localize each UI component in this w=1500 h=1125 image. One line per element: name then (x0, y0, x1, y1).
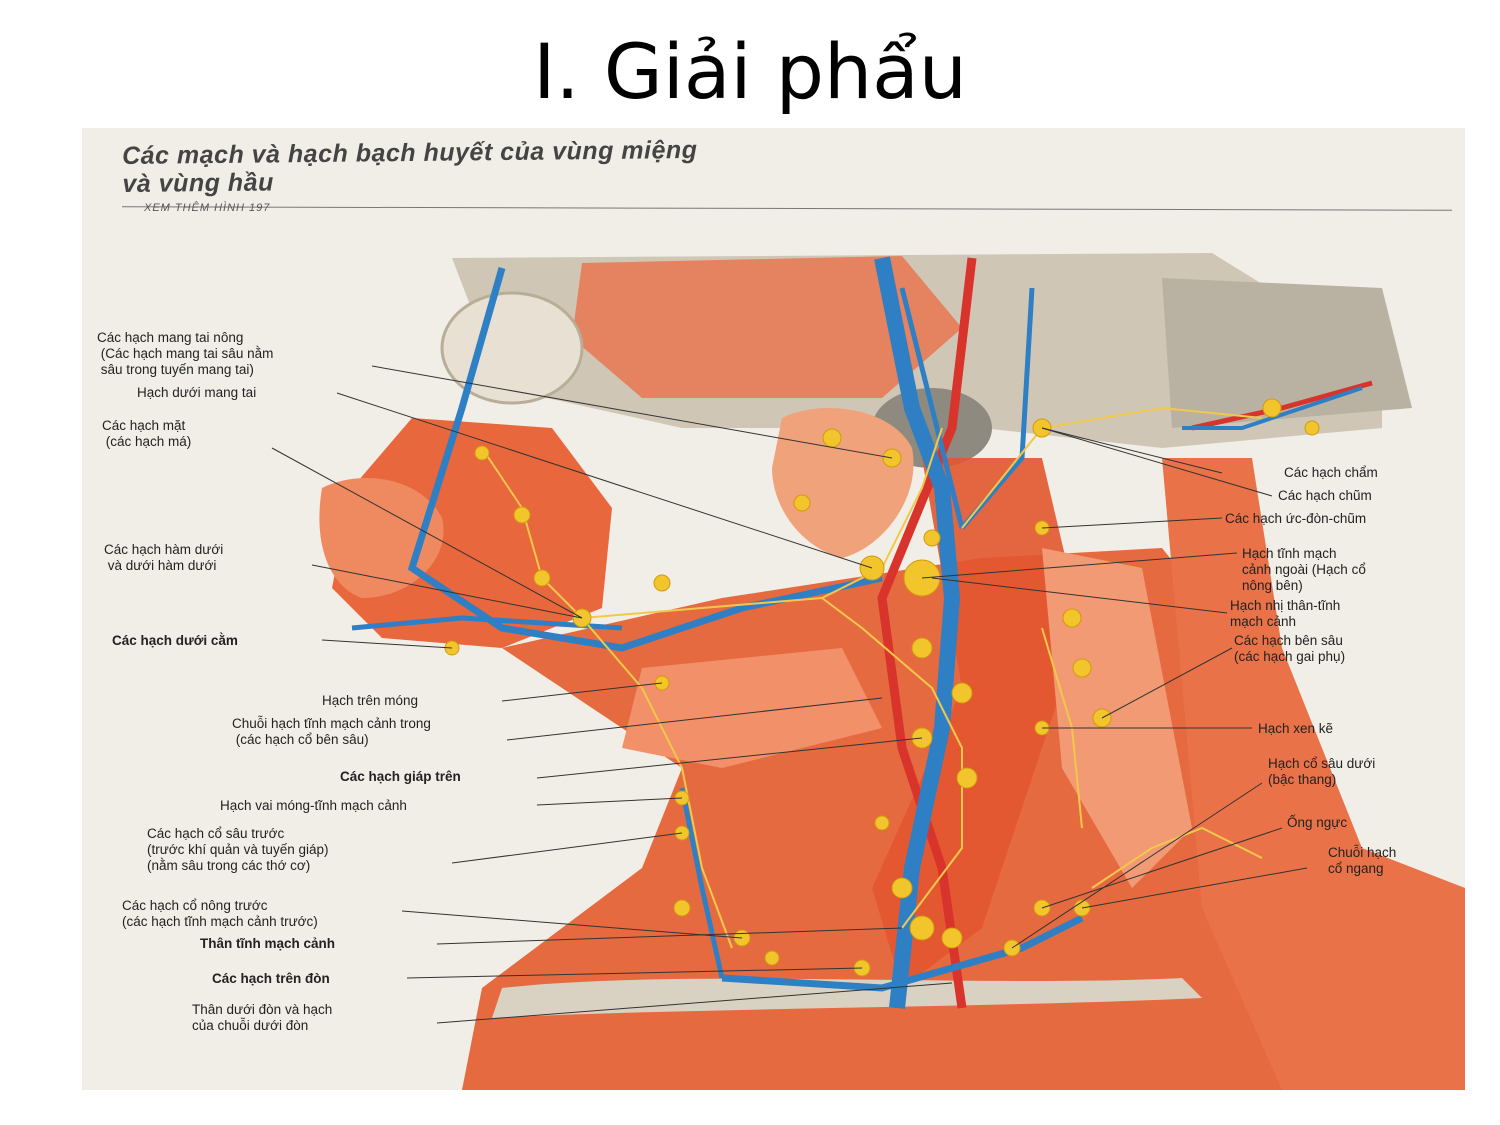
label-anterior-superficial-cervical-nodes: Các hạch cổ nông trước (các hạch tĩnh mạ… (122, 898, 318, 929)
label-infraparotid-node: Hạch dưới mang tai (137, 385, 257, 400)
scalene-region (1042, 548, 1192, 888)
temporal-muscle (572, 256, 962, 398)
label-facial-nodes: Các hạch mặt (các hạch má) (102, 418, 192, 449)
label-juguloomohyoid-node: Hạch vai móng-tĩnh mạch cảnh (220, 798, 407, 813)
label-jugular-trunk: Thân tĩnh mạch cảnh (200, 936, 336, 951)
submental-vein (351, 615, 623, 631)
label-sternocleidomastoid-nodes: Các hạch ức-đòn-chũm (1225, 511, 1367, 526)
label-internal-jugular-chain: Chuỗi hạch tĩnh mạch cảnh trong (các hạc… (232, 716, 431, 747)
sternocleidomastoid (872, 458, 1082, 988)
occipital-artery (1191, 380, 1373, 431)
trapezius (1162, 458, 1465, 1090)
anterior-jugular-vein (679, 787, 725, 979)
label-jugulodigastric-node: Hạch nhị thân-tĩnh mạch cảnh (1230, 598, 1341, 629)
label-suprahyoid-node: Hạch trên móng (322, 693, 419, 708)
label-superficial-parotid-nodes: Các hạch mang tai nông (Các hạch mang ta… (97, 330, 274, 377)
anatomy-plate-photo: Các mạch và hạch bạch huyết của vùng miệ… (82, 128, 1465, 1090)
label-inferior-deep-cervical-node: Hạch cổ sâu dưới (bậc thang) (1268, 756, 1376, 787)
plate-see-also: XEM THÊM HÌNH 197 (144, 202, 271, 214)
label-occipital-nodes: Các hạch chẩm (1284, 465, 1378, 480)
label-superior-thyroid-nodes: Các hạch giáp trên (340, 769, 461, 784)
label-subclavian-trunk: Thân dưới đòn và hạch của chuỗi dưới đòn (192, 1002, 333, 1033)
label-mastoid-nodes: Các hạch chũm (1278, 488, 1372, 503)
leader-lines (271, 365, 1308, 1024)
label-supraclavicular-nodes: Các hạch trên đòn (212, 971, 330, 986)
label-thoracic-duct: Ống ngực (1287, 815, 1348, 830)
slide-title: I. Giải phẩu (533, 27, 967, 116)
lymph-vessels (481, 406, 1263, 949)
hyoid-muscles (622, 648, 882, 768)
face-muscles (332, 418, 612, 648)
parotid-gland (772, 408, 914, 558)
external-jugular-vein (899, 287, 1035, 530)
occipital-vein (1182, 386, 1363, 430)
label-submental-nodes: Các hạch dưới cằm (112, 633, 238, 648)
label-transverse-cervical-chain: Chuỗi hạch cổ ngang (1328, 845, 1397, 876)
label-external-jugular-node: Hạch tĩnh mạch cảnh ngoài (Hạch cổ nông … (1242, 546, 1366, 593)
head-neck-illustration (271, 253, 1465, 1090)
facial-vein (407, 267, 883, 652)
label-deep-lateral-nodes: Các hạch bên sâu (các hạch gai phụ) (1234, 633, 1346, 664)
carotid-artery (877, 257, 977, 1009)
subclavian-vein (721, 914, 1084, 992)
label-intercalated-node: Hạch xen kẽ (1258, 721, 1334, 736)
plate-title: Các mạch và hạch bạch huyết của vùng miệ… (122, 136, 698, 198)
label-anterior-deep-cervical-nodes: Các hạch cổ sâu trước (trước khí quản và… (147, 826, 329, 873)
orbit (440, 291, 584, 405)
internal-jugular-vein (874, 256, 961, 1009)
clavicle (492, 978, 1202, 1018)
label-submandibular-nodes: Các hạch hàm dưới và dưới hàm dưới (104, 542, 224, 573)
